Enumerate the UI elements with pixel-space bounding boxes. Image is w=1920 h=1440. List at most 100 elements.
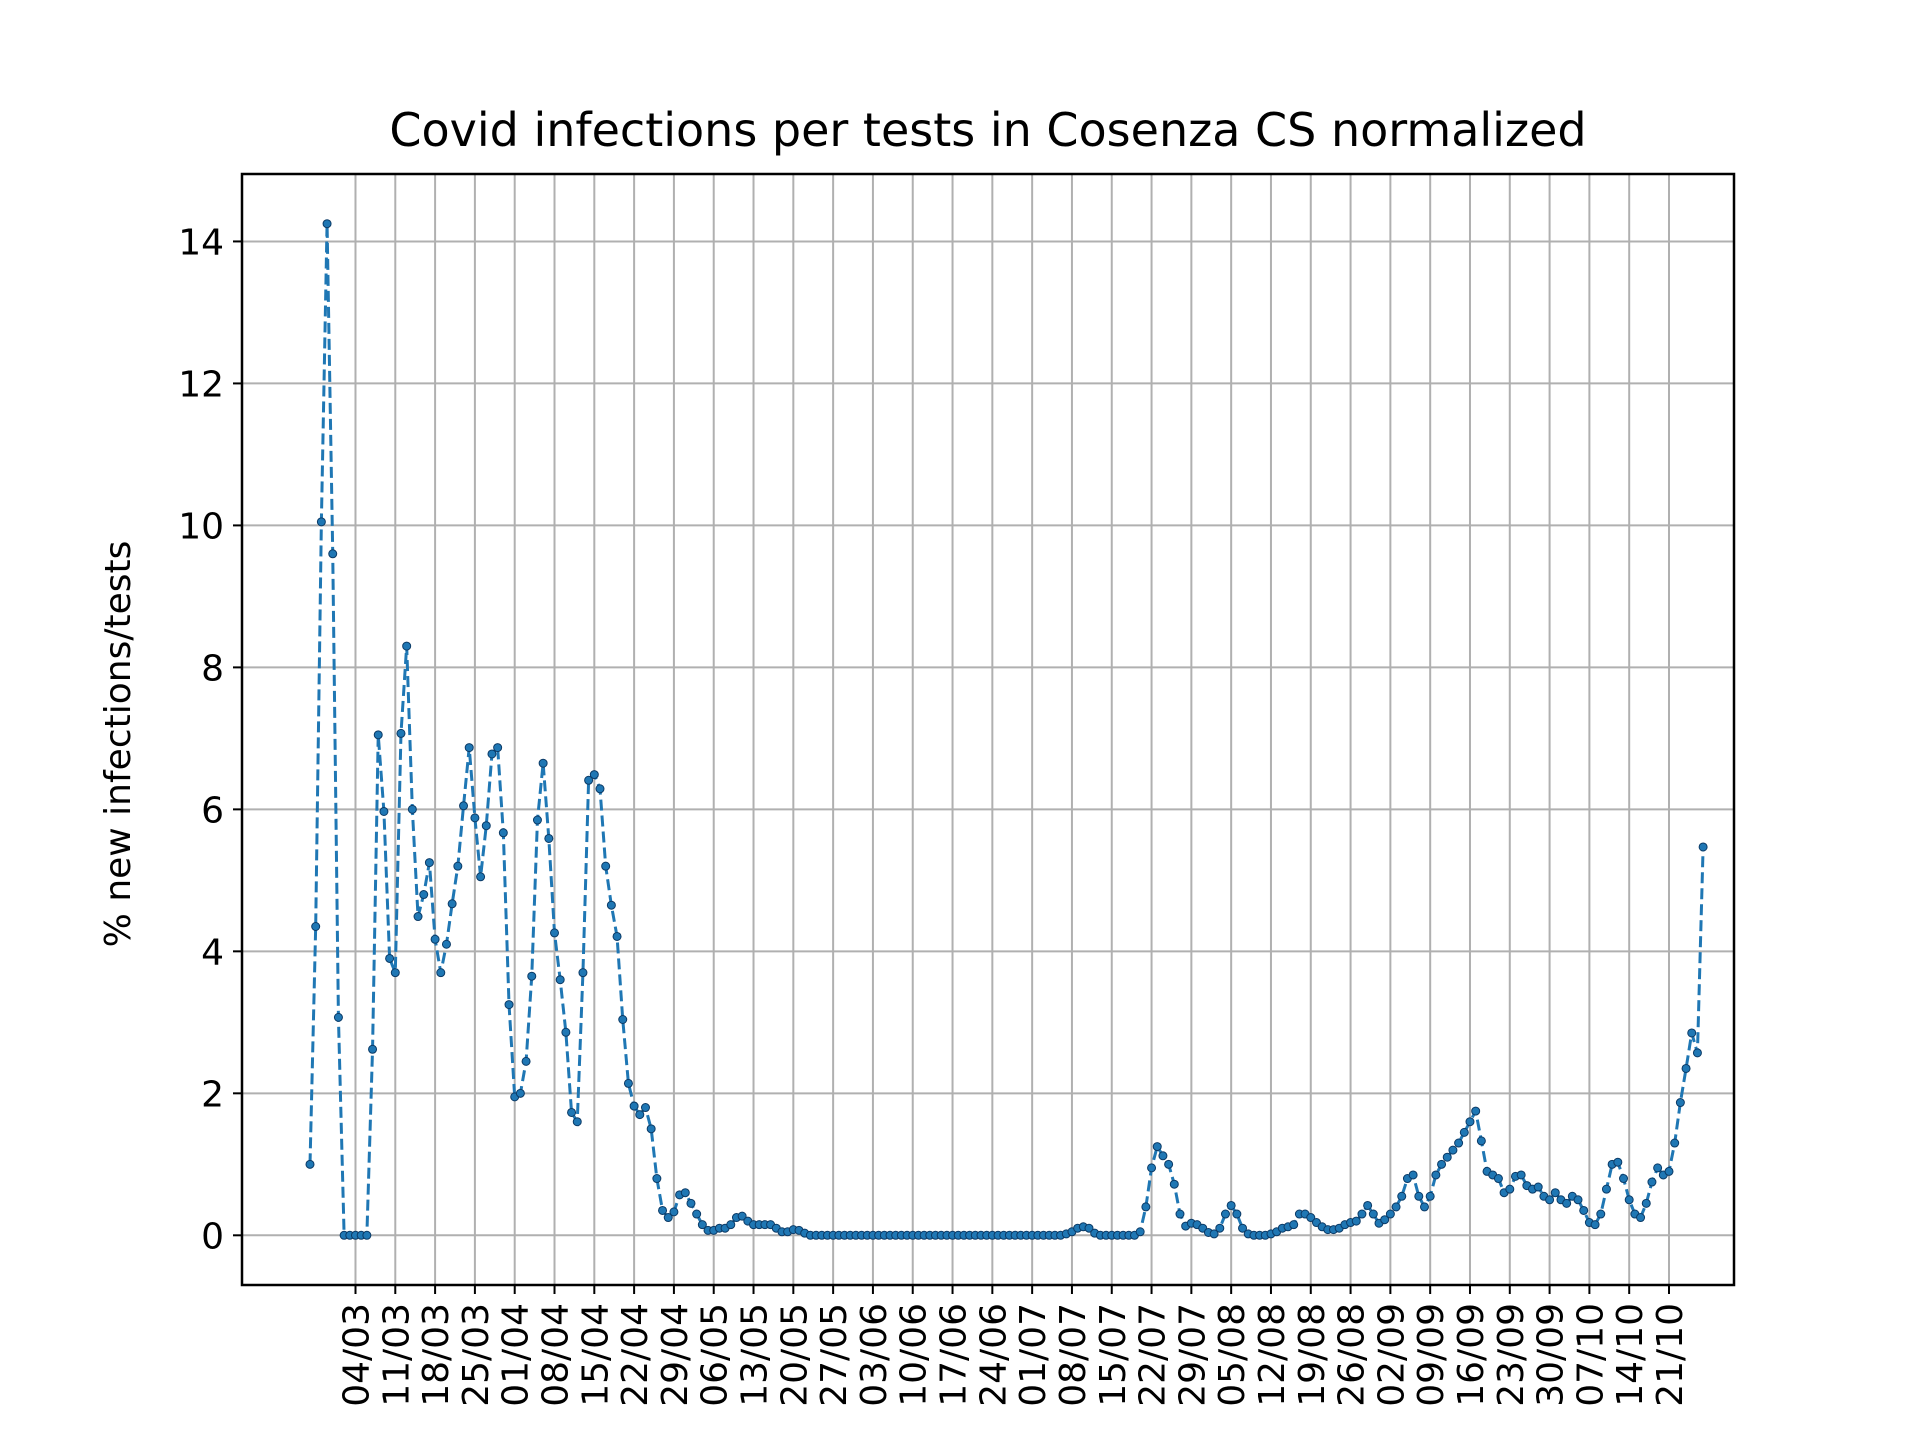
x-tick-label: 24/06 [973,1303,1014,1407]
data-point [1619,1174,1629,1184]
data-point [601,861,611,871]
data-point [532,815,542,825]
plot-frame [240,172,1736,1287]
data-point [1681,1063,1691,1073]
x-tick-label: 27/05 [814,1303,855,1407]
y-tick-label: 8 [201,648,224,689]
x-tick-label: 05/08 [1212,1303,1253,1407]
data-point [487,749,497,759]
data-point [1289,1220,1299,1230]
data-point [1465,1117,1475,1127]
data-point [1476,1136,1486,1146]
data-point [589,770,599,780]
x-tick-label: 14/10 [1610,1303,1651,1407]
data-point [447,899,457,909]
data-point [470,813,480,823]
data-point [1641,1198,1651,1208]
data-point [1687,1028,1697,1038]
x-tick-label: 20/05 [774,1303,815,1407]
x-tick-label: 30/09 [1531,1303,1572,1407]
data-point [328,549,338,559]
data-point [1471,1106,1481,1116]
data-point [1232,1209,1242,1219]
data-point [544,833,554,843]
data-point [413,912,423,922]
data-point [527,971,537,981]
x-tick-label: 07/10 [1570,1303,1611,1407]
data-point [1596,1209,1606,1219]
grid [242,174,1734,1285]
data-point [1545,1195,1555,1205]
data-point [1397,1191,1407,1201]
x-tick-label: 12/08 [1252,1303,1293,1407]
x-tick-label: 29/04 [655,1303,696,1407]
data-point [1437,1159,1447,1169]
data-point [1414,1191,1424,1201]
x-tick-label: 22/04 [615,1303,656,1407]
data-point [1220,1209,1230,1219]
data-point [1385,1209,1395,1219]
data-point [640,1103,650,1113]
x-tick-label: 26/08 [1332,1303,1373,1407]
data-point [373,730,383,740]
data-point [1215,1223,1225,1233]
data-point [1147,1163,1157,1173]
data-point [436,968,446,978]
data-point [407,804,417,814]
axis-ticks: 0246810121404/0311/0318/0325/0301/0408/0… [178,222,1691,1406]
data-point [1351,1216,1361,1226]
data-point [459,801,469,811]
x-tick-label: 08/04 [536,1303,577,1407]
data-point [595,784,605,794]
data-point [1175,1209,1185,1219]
data-point [1226,1200,1236,1210]
x-tick-label: 13/05 [735,1303,776,1407]
y-tick-label: 10 [178,506,224,547]
data-point [612,931,622,941]
x-tick-label: 16/09 [1451,1303,1492,1407]
data-point [368,1044,378,1054]
data-point [555,975,565,985]
x-tick-label: 09/09 [1411,1303,1452,1407]
data-point [737,1211,747,1221]
data-point [1636,1213,1646,1223]
data-point [697,1220,707,1230]
data-point [567,1107,577,1117]
data-point [441,939,451,949]
x-tick-label: 01/07 [1013,1303,1054,1407]
data-point [578,968,588,978]
data-point [504,1000,514,1010]
y-tick-label: 4 [201,932,224,973]
data-point [396,728,406,738]
x-tick-label: 02/09 [1371,1303,1412,1407]
y-tick-label: 2 [201,1074,224,1115]
data-point [1164,1159,1174,1169]
data-point [311,922,321,931]
data-point [652,1174,662,1184]
x-tick-label: 17/06 [934,1303,975,1407]
data-point [1647,1177,1657,1187]
data-point [572,1117,582,1127]
series-layer [305,219,1708,1240]
data-point [521,1056,531,1066]
data-point [362,1230,372,1240]
data-point [1624,1195,1634,1205]
data-point [1573,1195,1583,1205]
x-tick-label: 01/04 [496,1303,537,1407]
y-tick-label: 0 [201,1216,224,1257]
data-point [1601,1184,1611,1194]
data-point [1562,1198,1572,1208]
data-point [1698,842,1708,852]
x-tick-label: 19/08 [1292,1303,1333,1407]
data-point [1408,1170,1418,1180]
data-point [623,1078,633,1088]
data-point [1454,1138,1464,1148]
data-point [658,1205,668,1215]
data-point [1653,1163,1663,1173]
data-point [1363,1200,1373,1210]
x-tick-label: 03/06 [854,1303,895,1407]
data-point [305,1159,315,1169]
y-tick-label: 6 [201,790,224,831]
data-point [1425,1191,1435,1201]
data-point [1306,1213,1316,1223]
